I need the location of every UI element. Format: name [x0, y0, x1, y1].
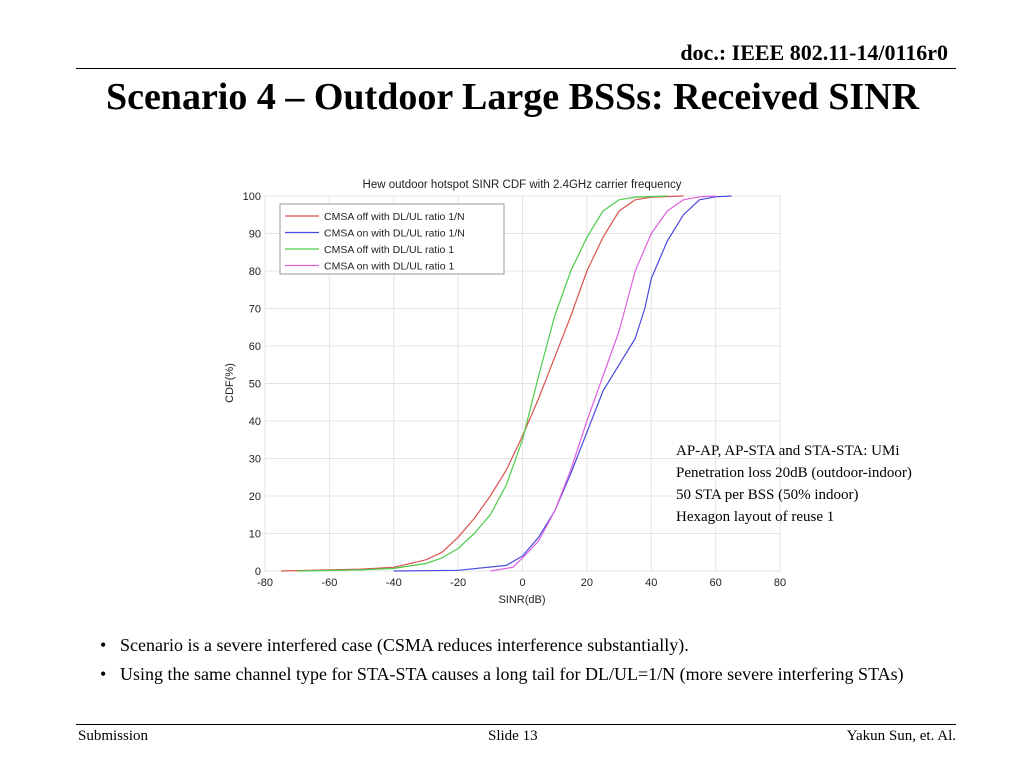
x-tick-label: 20: [581, 577, 593, 589]
bullet-text: Scenario is a severe interfered case (CS…: [120, 635, 689, 655]
slide-title: Scenario 4 – Outdoor Large BSSs: Receive…: [105, 76, 920, 118]
footer-slide-number: Slide 13: [488, 728, 538, 744]
y-tick-label: 40: [249, 416, 261, 428]
y-tick-label: 80: [249, 266, 261, 278]
legend-label: CMSA on with DL/UL ratio 1: [324, 261, 454, 273]
x-axis-label: SINR(dB): [498, 594, 545, 606]
x-tick-label: -80: [257, 577, 273, 589]
y-tick-label: 20: [249, 491, 261, 503]
x-tick-label: 60: [710, 577, 722, 589]
bullet-text: Using the same channel type for STA-STA …: [120, 664, 904, 684]
legend-label: CMSA off with DL/UL ratio 1: [324, 244, 454, 256]
chart-title: Hew outdoor hotspot SINR CDF with 2.4GHz…: [363, 179, 682, 191]
footer-author: Yakun Sun, et. Al.: [846, 728, 956, 744]
y-tick-label: 10: [249, 529, 261, 541]
y-tick-label: 0: [255, 566, 261, 578]
x-tick-label: -20: [450, 577, 466, 589]
y-tick-label: 30: [249, 454, 261, 466]
y-tick-label: 50: [249, 379, 261, 391]
x-tick-label: 0: [519, 577, 525, 589]
chart-legend: CMSA off with DL/UL ratio 1/N CMSA on wit…: [279, 203, 505, 275]
y-tick-label: 70: [249, 304, 261, 316]
note-line: 50 STA per BSS (50% indoor): [676, 487, 859, 503]
series-line-1: [281, 195, 684, 572]
note-line: AP-AP, AP-STA and STA-STA: UMi: [676, 443, 900, 459]
bullet-dot: •: [100, 664, 107, 684]
y-axis-label: CDF(%): [224, 363, 236, 403]
bullet-list: • Scenario is a severe interfered case (C…: [98, 633, 958, 691]
series-line-3: [297, 195, 668, 572]
bullet-item: • Using the same channel type for STA-STA…: [98, 662, 958, 687]
y-tick-label: 90: [249, 229, 261, 241]
series-line-4: [490, 195, 716, 572]
sinr-cdf-chart: -80 -60 -40 -20 0 20 40 60 80 0 10 20 30 40 50 60 70 80 90…: [224, 179, 786, 606]
x-tick-label: -60: [321, 577, 337, 589]
header-divider: [76, 68, 956, 69]
bullet-item: • Scenario is a severe interfered case (C…: [98, 633, 958, 658]
legend-label: CMSA on with DL/UL ratio 1/N: [324, 228, 465, 240]
y-tick-label: 60: [249, 341, 261, 353]
note-line: Penetration loss 20dB (outdoor-indoor): [676, 465, 912, 481]
legend-label: CMSA off with DL/UL ratio 1/N: [324, 211, 465, 223]
note-line: Hexagon layout of reuse 1: [676, 509, 835, 525]
bullet-dot: •: [100, 635, 107, 655]
footer-divider: [76, 724, 956, 725]
series-line-2: [393, 195, 732, 572]
footer-submission: Submission: [78, 728, 149, 744]
x-tick-label: -40: [386, 577, 402, 589]
doc-id-header: doc.: IEEE 802.11-14/0116r0: [680, 40, 948, 65]
y-tick-label: 100: [243, 191, 261, 203]
x-tick-label: 40: [645, 577, 657, 589]
scenario-notes: AP-AP, AP-STA and STA-STA: UMi Penetrati…: [676, 440, 912, 528]
x-tick-label: 80: [774, 577, 786, 589]
